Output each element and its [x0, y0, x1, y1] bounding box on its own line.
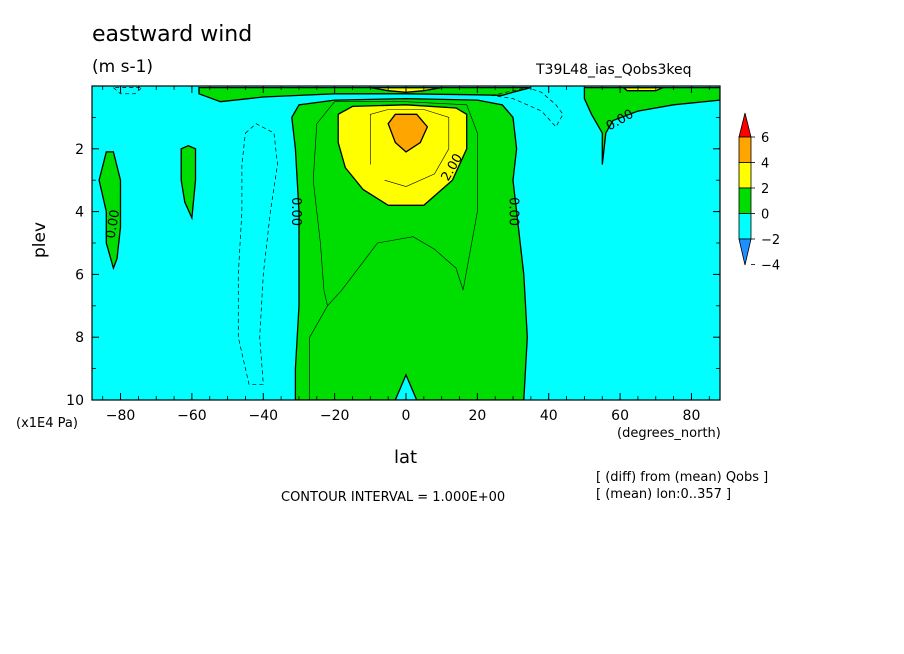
x-tick-label: −40 — [248, 408, 278, 424]
y-tick-label: 4 — [75, 205, 84, 221]
y-tick-label: 2 — [75, 142, 84, 158]
y-tick-label: 8 — [75, 330, 84, 346]
contour-label: 0.00 — [288, 197, 303, 226]
fill-yellow-outline-top-lens — [370, 86, 442, 93]
fill-orange-outline-equatorial-peak — [387, 113, 429, 153]
colorbar-label: 4 — [761, 157, 769, 172]
y-axis-units: (x1E4 Pa) — [16, 416, 78, 431]
fill-green-sh-blob-1 — [99, 151, 121, 269]
contour-labels: 0.00 0.00 0.000.002.00 — [104, 107, 637, 240]
colorbar-label: −2 — [761, 233, 780, 248]
x-tick-label: 0 — [402, 408, 411, 424]
fill-yellow-outline-top-north-patch — [621, 86, 664, 92]
contour-top-left-dashed — [112, 87, 143, 95]
x-tick-label: 40 — [540, 408, 558, 424]
contour-c3-ring — [370, 109, 450, 187]
fill-yellow-outline-equatorial-core — [337, 104, 468, 206]
fill-cyan-bottom-equator — [395, 374, 417, 400]
colorbar-label: 0 — [761, 208, 769, 223]
run-label: T39L48_ias_Qobs3keq — [536, 62, 692, 78]
colorbar-label: −4 — [761, 259, 780, 274]
fill-orange-equatorial-peak — [388, 114, 428, 152]
y-axis-ticks: 2 4 6 8 10 — [66, 117, 720, 409]
colorbar-box — [738, 162, 752, 189]
y-tick-label: 6 — [75, 267, 84, 283]
fill-green-top-north-band — [584, 87, 720, 165]
colorbar-box — [738, 136, 752, 163]
outline-cyan-bottom-equator — [394, 373, 418, 400]
y-tick-label: 10 — [66, 393, 84, 409]
contour-c1-ring — [309, 101, 478, 400]
chart-units: (m s-1) — [92, 57, 154, 77]
x-axis-units: (degrees_north) — [617, 426, 721, 441]
colorbar-label: 6 — [761, 131, 769, 146]
contour-fills — [92, 86, 720, 400]
fill-green-outline-sh-blob-1 — [98, 151, 122, 271]
fill-green-outline-top-mid-band — [198, 86, 532, 103]
contour-label: 0.00 — [104, 209, 124, 240]
colorbar-bottom-arrow — [738, 238, 752, 266]
x-tick-label: −20 — [320, 408, 350, 424]
x-axis-ticks: −80 −60 −40 −20 0 20 40 60 80 — [102, 86, 710, 424]
fill-yellow-top-north-patch — [623, 87, 663, 91]
colorbar: 6 4 2 0 −2 −4 — [738, 112, 780, 274]
colorbar-label: 2 — [761, 182, 769, 197]
chart-title: eastward wind — [92, 22, 253, 47]
fill-green-outline-sh-blob-2 — [180, 144, 197, 221]
note-diff: [ (diff) from (mean) Qobs ] — [596, 470, 769, 485]
colorbar-top-arrow — [738, 112, 752, 138]
colorbar-box — [738, 213, 752, 240]
fill-green-top-mid-band — [199, 87, 531, 102]
contour-sh-dashed-loop — [237, 123, 278, 385]
x-tick-label: 60 — [611, 408, 629, 424]
x-tick-label: −80 — [106, 408, 136, 424]
x-tick-label: 20 — [468, 408, 486, 424]
x-tick-label: 80 — [683, 408, 701, 424]
colorbar-box — [738, 187, 752, 214]
contour-lines — [98, 86, 720, 400]
note-mean: [ (mean) lon:0..357 ] — [596, 487, 732, 502]
fill-green-outline-top-north-band — [583, 86, 720, 165]
contour-interval: CONTOUR INTERVAL = 1.000E+00 — [281, 490, 506, 505]
x-tick-label: −60 — [177, 408, 207, 424]
contour-label: 0.00 — [506, 197, 521, 226]
fill-green-outline-equatorial-tongue — [291, 97, 528, 400]
x-axis-label: lat — [394, 447, 418, 468]
